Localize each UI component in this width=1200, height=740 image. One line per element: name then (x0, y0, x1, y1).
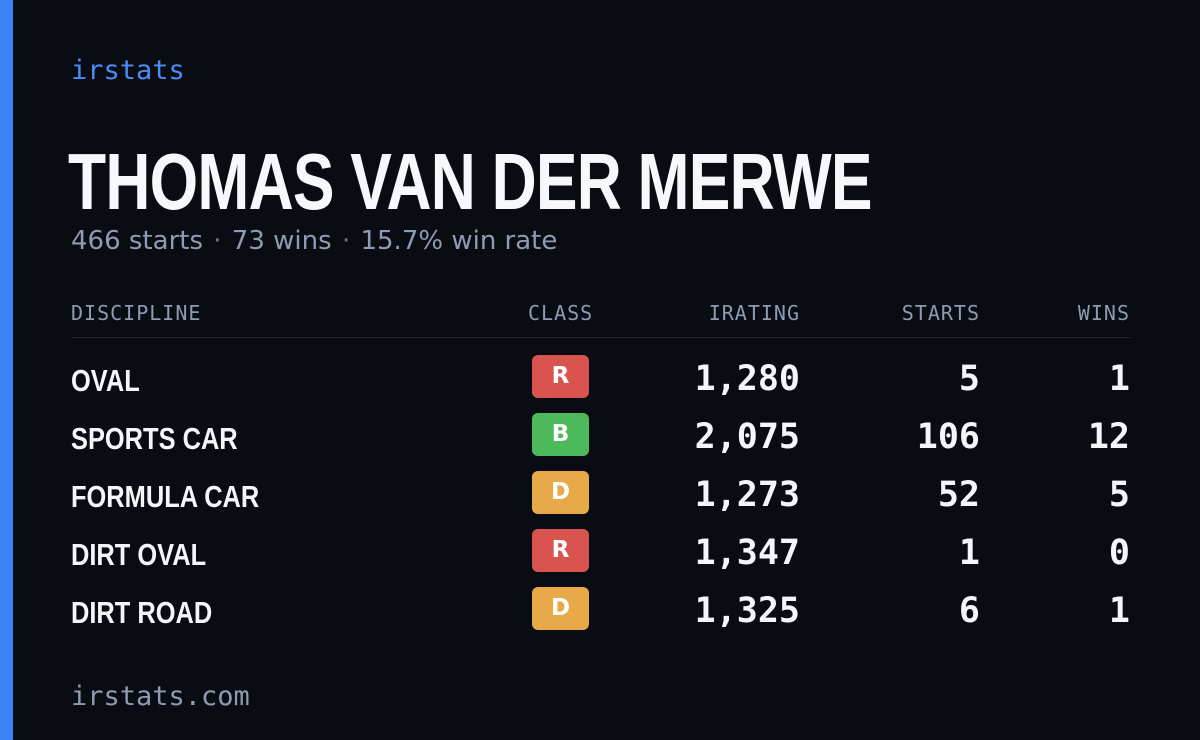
irating-value: 1,273 (694, 475, 800, 515)
starts-value: 52 (937, 475, 980, 515)
discipline-name: FORMULA CAR (71, 479, 260, 514)
driver-summary: 466 starts · 73 wins · 15.7% win rate (71, 226, 557, 256)
header-starts: STARTS (901, 301, 980, 325)
accent-bar (0, 0, 13, 740)
table-row: DIRT ROAD D 1,325 6 1 (71, 587, 1131, 645)
header-class: CLASS (528, 301, 594, 325)
table-header: DISCIPLINE CLASS IRATING STARTS WINS (71, 297, 1131, 338)
table-body: OVAL R 1,280 5 1 SPORTS CAR B 2,075 106 … (71, 338, 1131, 645)
wins-value: 1 (1108, 359, 1130, 399)
header-irating: IRATING (708, 301, 800, 325)
wins-value: 5 (1108, 475, 1130, 515)
win-rate: 15.7% win rate (360, 226, 558, 256)
class-badge: R (532, 529, 589, 572)
irating-value: 1,347 (694, 533, 800, 573)
total-starts: 466 starts (71, 226, 203, 256)
discipline-name: OVAL (71, 363, 140, 398)
footer-url: irstats.com (71, 681, 250, 712)
discipline-name: DIRT ROAD (71, 595, 213, 630)
class-badge: B (532, 413, 589, 456)
separator: · (341, 226, 351, 256)
starts-value: 5 (958, 359, 980, 399)
stats-table: DISCIPLINE CLASS IRATING STARTS WINS OVA… (71, 297, 1131, 645)
irating-value: 2,075 (694, 417, 800, 457)
class-badge: D (532, 471, 589, 514)
separator: · (213, 226, 222, 256)
starts-value: 1 (958, 533, 980, 573)
table-row: FORMULA CAR D 1,273 52 5 (71, 471, 1131, 529)
brand-logo: irstats (71, 55, 185, 86)
table-row: OVAL R 1,280 5 1 (71, 355, 1131, 413)
irating-value: 1,325 (694, 591, 800, 631)
irating-value: 1,280 (694, 359, 800, 399)
class-badge: R (532, 355, 589, 398)
discipline-name: DIRT OVAL (71, 537, 207, 572)
header-wins: WINS (1077, 301, 1130, 325)
table-row: SPORTS CAR B 2,075 106 12 (71, 413, 1131, 471)
table-row: DIRT OVAL R 1,347 1 0 (71, 529, 1131, 587)
discipline-name: SPORTS CAR (71, 421, 238, 456)
starts-value: 106 (916, 417, 980, 457)
driver-name: THOMAS VAN DER MERWE (68, 137, 872, 226)
starts-value: 6 (958, 591, 980, 631)
wins-value: 1 (1108, 591, 1130, 631)
header-discipline: DISCIPLINE (71, 301, 202, 325)
wins-value: 0 (1108, 533, 1130, 573)
wins-value: 12 (1087, 417, 1130, 457)
class-badge: D (532, 587, 589, 630)
total-wins: 73 wins (231, 226, 332, 256)
